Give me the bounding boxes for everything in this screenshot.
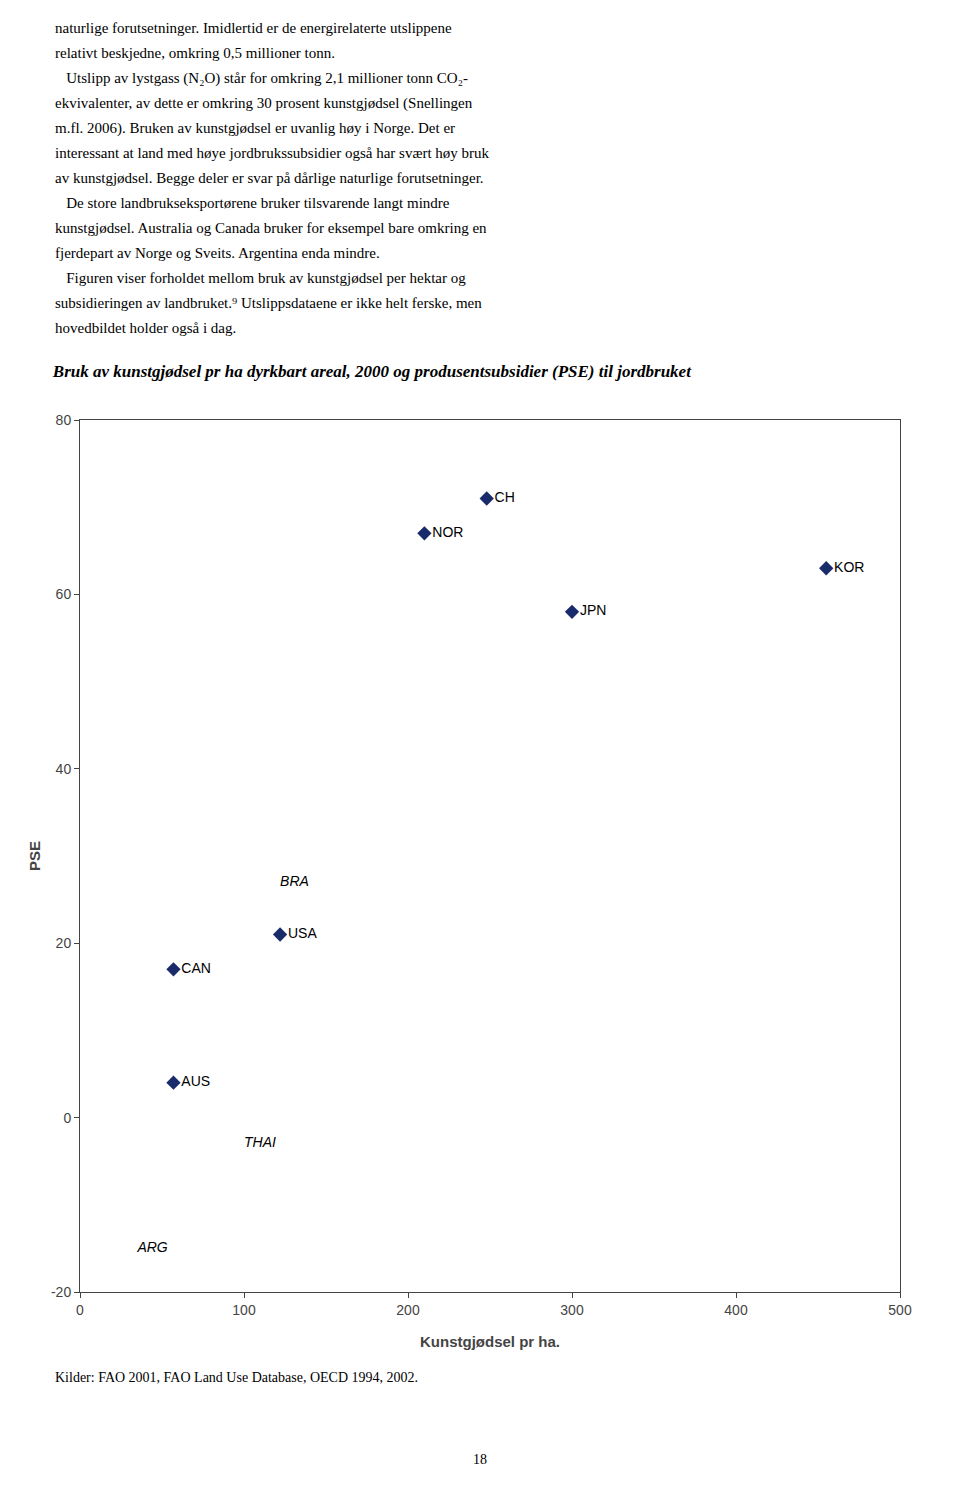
svg-text:ARG: ARG [136,1239,167,1255]
svg-text:naturlige forutsetninger. Imid: naturlige forutsetninger. Imidlertid er … [55,20,452,36]
svg-text:20: 20 [56,935,72,951]
svg-text:-20: -20 [51,1284,71,1300]
svg-text:200: 200 [396,1302,420,1318]
svg-text:fjerdepart av Norge og Sveits.: fjerdepart av Norge og Sveits. Argentina… [55,245,380,261]
svg-text:hovedbildet holder også i dag.: hovedbildet holder også i dag. [55,320,236,336]
svg-text:80: 80 [56,412,72,428]
svg-text:300: 300 [560,1302,584,1318]
svg-text:USA: USA [288,925,317,941]
svg-text:100: 100 [232,1302,256,1318]
svg-text:Bruk av kunstgjødsel pr ha dyr: Bruk av kunstgjødsel pr ha dyrkbart area… [52,362,692,381]
svg-text:JPN: JPN [580,602,606,618]
svg-text:interessant at land med høye j: interessant at land med høye jordbrukssu… [55,145,490,161]
svg-text:AUS: AUS [181,1073,210,1089]
svg-text:ekvivalenter, av dette er omkr: ekvivalenter, av dette er omkring 30 pro… [55,95,473,112]
svg-text:500: 500 [888,1302,912,1318]
svg-text:PSE: PSE [26,841,43,871]
svg-text:relativt beskjedne, omkring 0,: relativt beskjedne, omkring 0,5 millione… [55,45,335,61]
svg-text:Figuren viser forholdet mellom: Figuren viser forholdet mellom bruk av k… [55,270,466,286]
svg-text:CH: CH [495,489,515,505]
svg-text:THAI: THAI [244,1134,276,1150]
svg-text:40: 40 [56,761,72,777]
svg-text:60: 60 [56,586,72,602]
svg-text:NOR: NOR [432,524,463,540]
svg-text:0: 0 [76,1302,84,1318]
svg-text:av kunstgjødsel. Begge deler e: av kunstgjødsel. Begge deler er svar på … [55,170,484,186]
svg-text:0: 0 [63,1110,71,1126]
svg-text:Kunstgjødsel pr ha.: Kunstgjødsel pr ha. [420,1333,560,1350]
svg-text:subsidieringen av landbruket.⁹: subsidieringen av landbruket.⁹ Utslippsd… [55,295,482,311]
svg-text:KOR: KOR [834,559,864,575]
svg-text:kunstgjødsel. Australia og Can: kunstgjødsel. Australia og Canada bruker… [55,220,487,236]
svg-text:De store landbrukseksportørene: De store landbrukseksportørene bruker ti… [55,195,450,211]
svg-text:Kilder: FAO 2001, FAO Land Use: Kilder: FAO 2001, FAO Land Use Database,… [55,1370,418,1385]
svg-text:BRA: BRA [280,873,309,889]
svg-text:Utslipp av lystgass (N₂O) står: Utslipp av lystgass (N₂O) står for omkri… [55,70,468,87]
svg-text:CAN: CAN [181,960,211,976]
svg-text:400: 400 [724,1302,748,1318]
svg-text:m.fl. 2006). Bruken av kunstgj: m.fl. 2006). Bruken av kunstgjødsel er u… [55,120,455,137]
svg-text:18: 18 [473,1452,487,1467]
